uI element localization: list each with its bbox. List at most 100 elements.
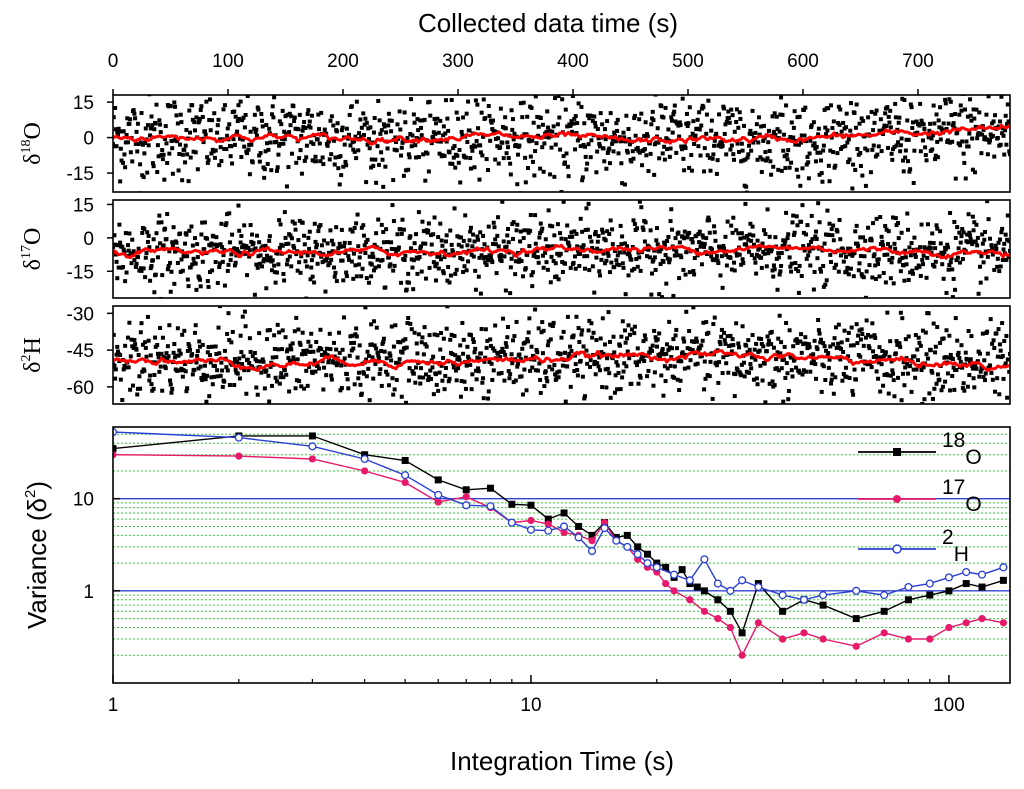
raw-point bbox=[525, 166, 530, 171]
raw-point bbox=[960, 227, 965, 232]
raw-point bbox=[568, 265, 573, 270]
raw-point bbox=[951, 121, 956, 126]
raw-point bbox=[742, 374, 747, 379]
raw-point bbox=[555, 251, 560, 256]
raw-point bbox=[336, 246, 341, 251]
raw-point bbox=[183, 160, 188, 165]
panel-y-label-end: H bbox=[20, 337, 46, 354]
raw-point bbox=[216, 242, 221, 247]
raw-point bbox=[846, 246, 851, 251]
raw-point bbox=[485, 338, 490, 343]
x-ticks: 1 10 100 bbox=[108, 675, 965, 716]
raw-point bbox=[617, 343, 622, 348]
raw-point bbox=[122, 152, 127, 157]
raw-point bbox=[304, 155, 309, 160]
raw-point bbox=[883, 352, 888, 357]
raw-point bbox=[794, 337, 799, 342]
raw-point bbox=[902, 278, 907, 283]
raw-point bbox=[996, 327, 1001, 332]
raw-point bbox=[838, 357, 843, 362]
raw-point bbox=[885, 105, 890, 110]
raw-point bbox=[586, 201, 591, 206]
raw-point bbox=[896, 375, 901, 380]
raw-point bbox=[837, 217, 842, 222]
raw-point bbox=[841, 120, 846, 125]
raw-point bbox=[955, 225, 960, 230]
raw-point bbox=[603, 367, 608, 372]
raw-point bbox=[882, 252, 887, 257]
raw-point bbox=[798, 339, 803, 344]
raw-point bbox=[751, 242, 756, 247]
raw-point bbox=[791, 232, 796, 237]
raw-point bbox=[481, 396, 486, 401]
raw-point bbox=[920, 328, 925, 333]
raw-point bbox=[997, 119, 1002, 124]
point-marker bbox=[700, 555, 709, 564]
raw-point bbox=[770, 114, 775, 119]
raw-point bbox=[887, 257, 892, 262]
raw-point bbox=[674, 253, 679, 258]
raw-point bbox=[145, 123, 150, 128]
raw-point bbox=[989, 243, 994, 248]
raw-point bbox=[194, 360, 199, 365]
raw-point bbox=[113, 242, 118, 247]
raw-point bbox=[212, 111, 217, 116]
raw-point bbox=[182, 147, 187, 152]
raw-point bbox=[449, 97, 454, 102]
raw-point bbox=[374, 180, 379, 185]
raw-point bbox=[357, 343, 362, 348]
raw-point bbox=[486, 389, 491, 394]
raw-point bbox=[608, 218, 613, 223]
raw-point bbox=[990, 247, 995, 252]
raw-point bbox=[601, 146, 606, 151]
raw-point bbox=[725, 219, 730, 224]
raw-point bbox=[473, 346, 478, 351]
raw-point bbox=[749, 366, 754, 371]
raw-point bbox=[998, 348, 1003, 353]
raw-point bbox=[477, 177, 482, 182]
raw-point bbox=[1005, 395, 1010, 400]
raw-point bbox=[592, 362, 597, 367]
raw-point bbox=[659, 373, 664, 378]
raw-point bbox=[985, 329, 990, 334]
raw-point bbox=[866, 225, 871, 230]
raw-point bbox=[948, 352, 953, 357]
raw-point bbox=[631, 156, 636, 161]
raw-point bbox=[578, 216, 583, 221]
raw-point bbox=[866, 344, 871, 349]
raw-point bbox=[809, 239, 814, 244]
raw-point bbox=[925, 255, 930, 260]
raw-point bbox=[843, 125, 848, 130]
raw-point bbox=[113, 332, 116, 337]
raw-point bbox=[404, 400, 409, 404]
raw-point bbox=[978, 280, 983, 285]
raw-point bbox=[590, 245, 595, 250]
raw-point bbox=[599, 350, 604, 355]
raw-point bbox=[665, 147, 670, 152]
raw-point bbox=[891, 378, 896, 383]
raw-point bbox=[369, 262, 374, 267]
raw-point bbox=[512, 131, 517, 136]
raw-point bbox=[143, 140, 148, 145]
raw-point bbox=[346, 300, 350, 304]
raw-point bbox=[908, 364, 913, 369]
raw-point bbox=[719, 254, 724, 259]
raw-point bbox=[533, 307, 538, 312]
raw-point bbox=[168, 260, 173, 265]
raw-point bbox=[450, 161, 455, 166]
raw-point bbox=[788, 264, 793, 269]
raw-point bbox=[573, 266, 578, 271]
raw-point bbox=[630, 149, 635, 154]
raw-point bbox=[214, 235, 219, 240]
raw-point bbox=[491, 346, 496, 351]
raw-point bbox=[828, 344, 833, 349]
raw-point bbox=[220, 245, 225, 250]
raw-point bbox=[375, 88, 379, 92]
raw-point bbox=[356, 148, 361, 153]
top-x-tick-label: 300 bbox=[442, 51, 474, 72]
raw-point bbox=[202, 220, 207, 225]
raw-point bbox=[587, 113, 592, 118]
raw-point bbox=[148, 278, 153, 283]
raw-point bbox=[965, 232, 970, 237]
raw-point bbox=[503, 352, 508, 357]
